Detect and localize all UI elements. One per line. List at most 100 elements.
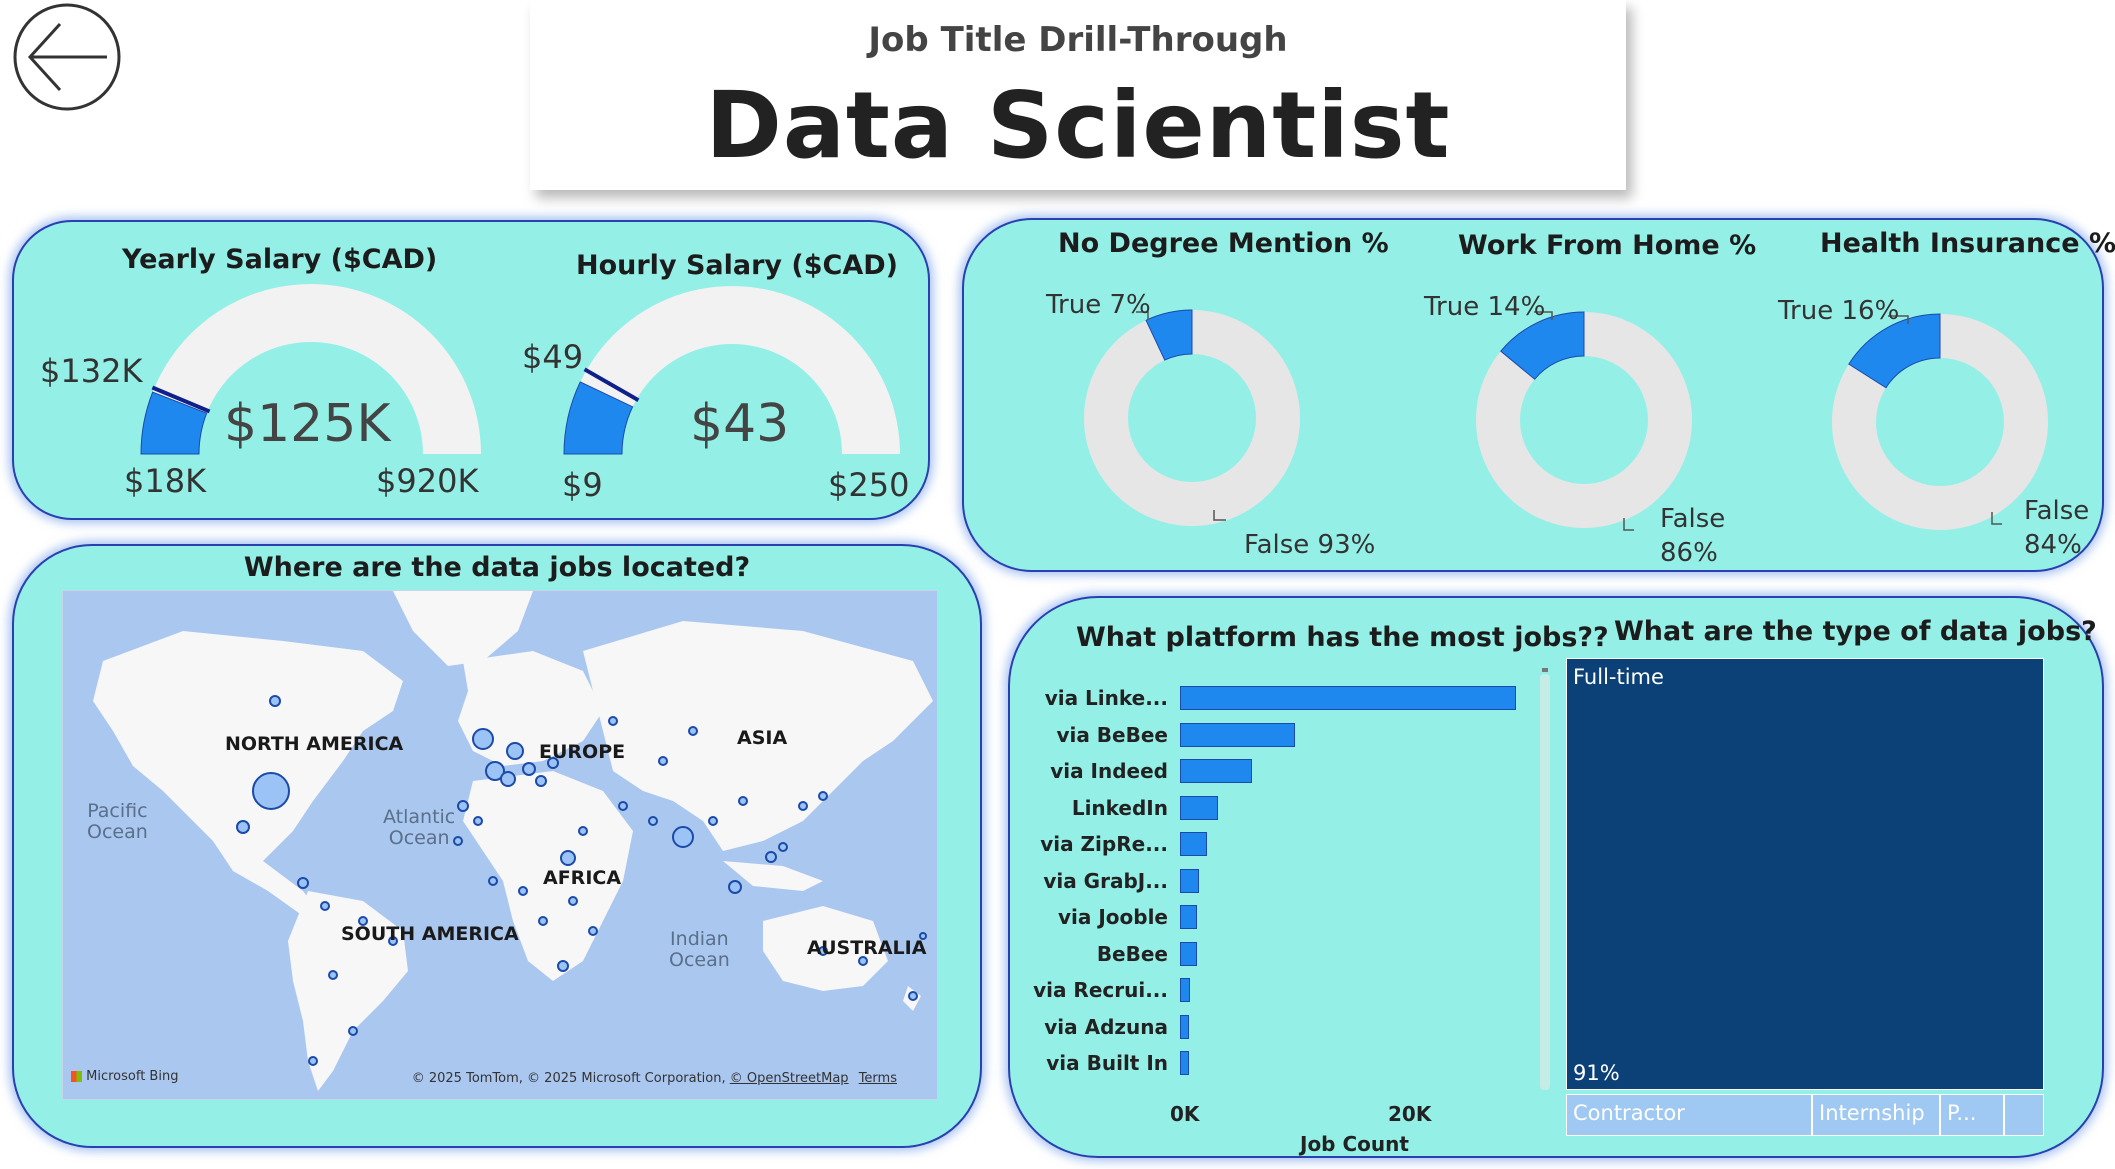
wfh-false-label-2: 86% [1660, 538, 1718, 568]
arrow-left-icon [13, 3, 121, 111]
map-title: Where are the data jobs located? [243, 552, 751, 583]
yearly-gauge-track [141, 284, 481, 454]
bar-1[interactable] [1180, 722, 1296, 747]
scroll-up-icon[interactable] [1542, 668, 1548, 672]
treemap-cell-label-0: Full-time [1573, 665, 1664, 689]
treemap-cell-2[interactable]: Internship [1812, 1094, 1940, 1136]
bar-5[interactable] [1180, 868, 1200, 893]
continent-label-australia: AUSTRALIA [807, 937, 927, 959]
x-axis-label: Job Count [1300, 1132, 1409, 1156]
yearly-gauge-min-label: $18K [124, 462, 207, 500]
x-tick-0: 0K [1170, 1102, 1200, 1126]
bar-4[interactable] [1180, 832, 1207, 856]
ocean-label-indian: Indian Ocean [669, 929, 730, 971]
bar-7[interactable] [1180, 941, 1197, 966]
treemap-cell-label-2: Internship [1819, 1101, 1925, 1125]
wfh-true-leader [1534, 311, 1553, 320]
health-false-label-2: 84% [2024, 530, 2082, 560]
continent-label-africa: AFRICA [543, 867, 622, 889]
indonesia-shape [723, 861, 823, 891]
microsoft-logo-icon [71, 1071, 82, 1082]
treemap-cell-4[interactable] [2004, 1094, 2044, 1136]
hourly-gauge-max-label: $250 [828, 466, 910, 504]
degree-false-label: False 93% [1244, 530, 1376, 560]
page-title: Data Scientist [705, 72, 1451, 179]
north-america-shape [93, 631, 403, 866]
treemap-cell-label-3: P... [1947, 1101, 1977, 1125]
treemap-cell-3[interactable]: P... [1940, 1094, 2004, 1136]
job-type-treemap: Full-time 91% Contractor Internship P... [1566, 658, 2044, 1136]
south-america-shape [288, 891, 408, 1091]
gauge-svg [140, 284, 900, 455]
page-subtitle: Job Title Drill-Through [868, 20, 1288, 60]
bar-label-1: via BeBee [1056, 722, 1168, 747]
hourly-gauge-track [564, 286, 900, 454]
ocean-label-atlantic: Atlantic Ocean [383, 807, 455, 849]
health-false-label-1: False [2024, 496, 2090, 526]
yearly-gauge-value: $125K [224, 394, 391, 454]
bar-label-8: via Recrui... [1033, 978, 1168, 1002]
osm-link[interactable]: © OpenStreetMap [729, 1071, 849, 1086]
continent-label-asia: ASIA [737, 727, 788, 749]
bing-logo: Microsoft Bing [71, 1069, 178, 1084]
bar-label-5: via GrabJ... [1043, 868, 1168, 893]
ocean-atlantic-line1: Atlantic [383, 806, 456, 828]
ocean-pacific-line1: Pacific [87, 800, 148, 822]
title-card: Job Title Drill-Through Data Scientist [530, 0, 1626, 190]
benefits-panel: No Degree Mention % Work From Home % Hea… [962, 218, 2115, 572]
ocean-atlantic-line2: Ocean [388, 827, 450, 849]
bar-0[interactable] [1180, 686, 1516, 710]
bing-logo-text: Microsoft Bing [86, 1069, 179, 1084]
degree-donut-true[interactable] [1145, 309, 1193, 361]
bar-9[interactable] [1180, 1014, 1189, 1039]
gauge-title-hourly: Hourly Salary ($CAD) [576, 250, 898, 281]
degree-true-leader [1136, 311, 1149, 320]
map-panel: Where are the data jobs located? [12, 544, 982, 1148]
wfh-false-label-1: False [1660, 504, 1726, 534]
back-button[interactable] [12, 2, 122, 112]
donut-title-degree: No Degree Mention % [1058, 228, 1389, 259]
europe-shape [458, 651, 603, 766]
yearly-gauge-fill [140, 391, 208, 455]
bar-3[interactable] [1180, 795, 1219, 820]
bar-label-10: via Built In [1046, 1051, 1168, 1075]
world-map[interactable]: NORTH AMERICA EUROPE ASIA AFRICA SOUTH A… [62, 590, 938, 1100]
continent-label-europe: EUROPE [539, 741, 626, 763]
wfh-donut-true[interactable] [1500, 311, 1585, 380]
bar-8[interactable] [1180, 978, 1191, 1002]
job-location-markers [236, 695, 927, 1066]
asia-shape [583, 621, 933, 851]
bar-2[interactable] [1180, 759, 1252, 783]
treemap-cell-0[interactable]: Full-time 91% [1566, 658, 2044, 1090]
degree-true-label: True 7% [1046, 290, 1151, 320]
yearly-gauge-target [151, 385, 211, 414]
bar-label-7: BeBee [1096, 941, 1168, 966]
central-america-shape [213, 841, 318, 916]
bar-label-6: via Jooble [1057, 905, 1168, 929]
bar-6[interactable] [1180, 905, 1197, 929]
treemap-cell-1[interactable]: Contractor [1566, 1094, 1812, 1136]
yearly-gauge-target-label: $132K [40, 352, 143, 390]
degree-false-leader [1213, 510, 1226, 521]
bar-chart-scrollbar[interactable] [1540, 668, 1550, 1090]
hourly-gauge-min-label: $9 [562, 466, 603, 504]
health-false-leader [1991, 512, 2002, 525]
hourly-gauge-target-label: $49 [522, 338, 584, 376]
treemap-cell-label-1: Contractor [1573, 1101, 1685, 1125]
hourly-gauge-value: $43 [690, 394, 790, 454]
salary-panel: Yearly Salary ($CAD) Hourly Salary ($CAD… [12, 220, 930, 520]
health-true-leader [1888, 315, 1909, 324]
continent-label-south-america: SOUTH AMERICA [341, 923, 519, 945]
greenland-shape [393, 591, 533, 666]
donut-title-wfh: Work From Home % [1458, 230, 1757, 261]
degree-donut-false [1084, 310, 1300, 526]
treemap-title: What are the type of data jobs? [1614, 616, 2097, 647]
ocean-indian-line2: Ocean [669, 949, 730, 971]
donut-title-health: Health Insurance % [1820, 228, 2115, 259]
platform-bar-chart: via Linke... via BeBee via Indeed LinkedIn v… [1010, 598, 1530, 1160]
hourly-gauge-fill [563, 381, 634, 455]
ocean-pacific-line2: Ocean [87, 821, 148, 843]
terms-link[interactable]: Terms [858, 1071, 897, 1086]
bar-10[interactable] [1180, 1051, 1189, 1075]
hourly-gauge-target [583, 367, 640, 402]
